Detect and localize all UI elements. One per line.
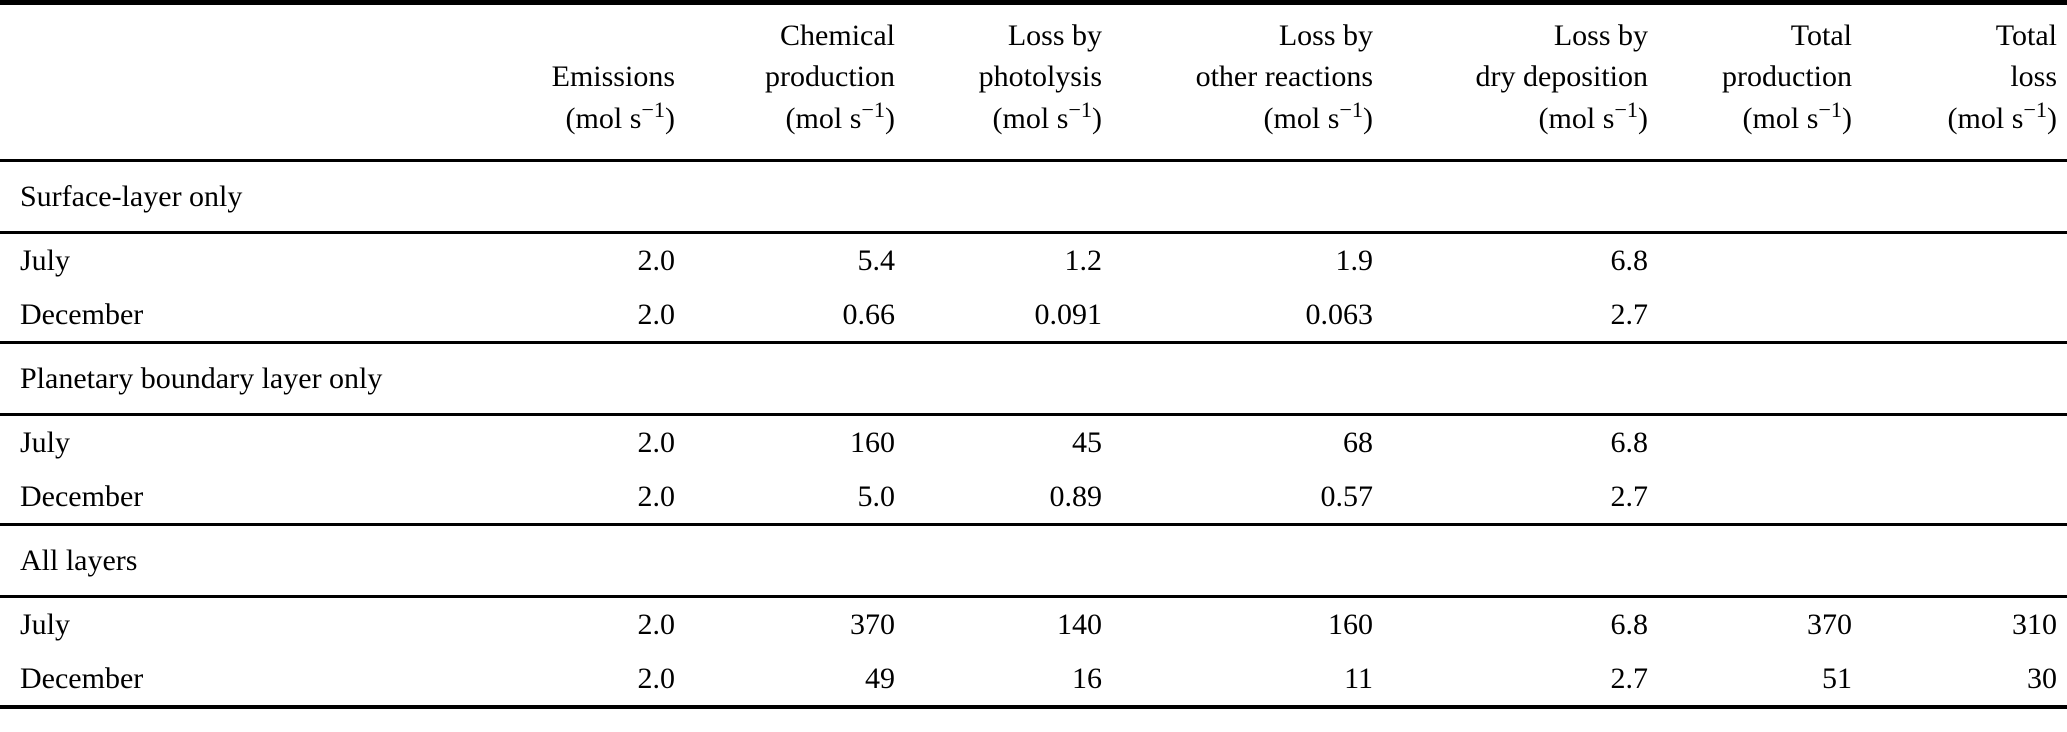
cell-chemical-production: 0.66 <box>685 287 905 345</box>
row-label: July <box>20 608 71 642</box>
section-row-3: All layers <box>0 524 2067 599</box>
section-row-1: Surface-layer only <box>0 160 2067 235</box>
cell-loss-by-dry-deposition: 6.8 <box>1610 244 1649 278</box>
unit-label: (mol s−1) <box>992 96 1102 135</box>
cell-total-loss <box>1862 233 2067 288</box>
header-line: dry deposition <box>1475 60 1649 94</box>
unit-label: (mol s−1) <box>1742 96 1852 135</box>
table-body: Surface-layer only July 2.0 5.4 1.2 1.9 6.8 Dec… <box>0 160 2067 709</box>
cell-total-production <box>1658 469 1862 527</box>
cell-loss-by-dry-deposition: 6.8 <box>1610 608 1649 642</box>
cell-emissions: 2.0 <box>360 651 685 709</box>
table-row: July 2.0 370 140 160 6.8 370 310 <box>0 597 2067 652</box>
column-header-loss-by-other-reactions: Loss by other reactions (mol s−1) <box>1112 2 1383 163</box>
row-label: December <box>0 469 360 527</box>
cell-loss-by-dry-deposition: 6.8 <box>1610 426 1649 460</box>
section-row-2: Planetary boundary layer only <box>0 342 2067 417</box>
cell-loss-by-other-reactions: 1.9 <box>1335 244 1374 278</box>
cell-total-production <box>1658 233 1862 288</box>
header-line: production <box>765 60 895 94</box>
cell-loss-by-other-reactions: 11 <box>1112 651 1383 709</box>
row-label: July <box>20 244 71 278</box>
cell-loss-by-dry-deposition: 2.7 <box>1383 287 1658 345</box>
table-header: Emissions (mol s−1) Chemical production (mol… <box>0 2 2067 163</box>
row-label: December <box>0 651 360 709</box>
cell-loss-by-dry-deposition: 2.7 <box>1383 469 1658 527</box>
budget-table: Emissions (mol s−1) Chemical production (mol… <box>0 0 2067 710</box>
column-header-total-production: Total production (mol s−1) <box>1658 2 1862 163</box>
header-line: Loss by <box>1007 19 1102 52</box>
cell-chemical-production: 160 <box>850 426 895 460</box>
section-title: All layers <box>0 524 2067 599</box>
cell-loss-by-photolysis: 0.091 <box>905 287 1112 345</box>
cell-loss-by-other-reactions: 0.063 <box>1112 287 1383 345</box>
cell-chemical-production: 370 <box>850 608 895 642</box>
header-line: Loss by <box>1553 19 1648 52</box>
cell-emissions: 2.0 <box>637 608 676 642</box>
cell-total-production: 370 <box>1807 608 1852 642</box>
section-title: Surface-layer only <box>0 160 2067 235</box>
row-label: July <box>20 426 71 460</box>
header-line: photolysis <box>978 60 1102 94</box>
column-header-emissions: Emissions (mol s−1) <box>360 2 685 163</box>
unit-label: (mol s−1) <box>1538 96 1648 135</box>
cell-loss-by-dry-deposition: 2.7 <box>1383 651 1658 709</box>
table-row: December 2.0 5.0 0.89 0.57 2.7 <box>0 469 2067 527</box>
cell-loss-by-photolysis: 140 <box>1057 608 1102 642</box>
cell-chemical-production: 5.4 <box>857 244 896 278</box>
table-row: December 2.0 49 16 11 2.7 51 30 <box>0 651 2067 709</box>
cell-total-production <box>1658 287 1862 345</box>
cell-total-loss <box>1862 469 2067 527</box>
header-line: loss <box>2010 60 2057 94</box>
header-row: Emissions (mol s−1) Chemical production (mol… <box>0 2 2067 163</box>
cell-total-loss <box>1862 415 2067 470</box>
header-line: Chemical <box>780 19 895 52</box>
cell-chemical-production: 5.0 <box>685 469 905 527</box>
cell-loss-by-photolysis: 0.89 <box>905 469 1112 527</box>
cell-loss-by-other-reactions: 68 <box>1343 426 1373 460</box>
header-line: Total <box>1995 19 2057 52</box>
unit-label: (mol s−1) <box>565 96 675 135</box>
cell-emissions: 2.0 <box>637 244 676 278</box>
unit-label: (mol s−1) <box>1947 96 2057 135</box>
table-row: December 2.0 0.66 0.091 0.063 2.7 <box>0 287 2067 345</box>
cell-loss-by-other-reactions: 160 <box>1328 608 1373 642</box>
cell-emissions: 2.0 <box>360 469 685 527</box>
cell-emissions: 2.0 <box>360 287 685 345</box>
cell-total-loss: 310 <box>2012 608 2057 642</box>
cell-loss-by-other-reactions: 0.57 <box>1112 469 1383 527</box>
cell-total-loss <box>1862 287 2067 345</box>
header-line: Emissions <box>551 60 675 94</box>
cell-loss-by-photolysis: 45 <box>1072 426 1102 460</box>
row-label: December <box>0 287 360 345</box>
column-header-loss-by-photolysis: Loss by photolysis (mol s−1) <box>905 2 1112 163</box>
column-header-chemical-production: Chemical production (mol s−1) <box>685 2 905 163</box>
cell-loss-by-photolysis: 1.2 <box>1064 244 1103 278</box>
column-header-row-label <box>0 2 360 163</box>
table-row: July 2.0 160 45 68 6.8 <box>0 415 2067 470</box>
section-title: Planetary boundary layer only <box>0 342 2067 417</box>
unit-label: (mol s−1) <box>785 96 895 135</box>
unit-label: (mol s−1) <box>1263 96 1373 135</box>
cell-total-production: 51 <box>1658 651 1862 709</box>
cell-chemical-production: 49 <box>685 651 905 709</box>
cell-total-loss: 30 <box>1862 651 2067 709</box>
header-line: Total <box>1790 19 1852 52</box>
column-header-total-loss: Total loss (mol s−1) <box>1862 2 2067 163</box>
cell-total-production <box>1658 415 1862 470</box>
header-line: Loss by <box>1278 19 1373 52</box>
header-line: production <box>1722 60 1852 94</box>
table-row: July 2.0 5.4 1.2 1.9 6.8 <box>0 233 2067 288</box>
cell-emissions: 2.0 <box>637 426 676 460</box>
cell-loss-by-photolysis: 16 <box>905 651 1112 709</box>
column-header-loss-by-dry-deposition: Loss by dry deposition (mol s−1) <box>1383 2 1658 163</box>
header-line: other reactions <box>1195 60 1373 94</box>
